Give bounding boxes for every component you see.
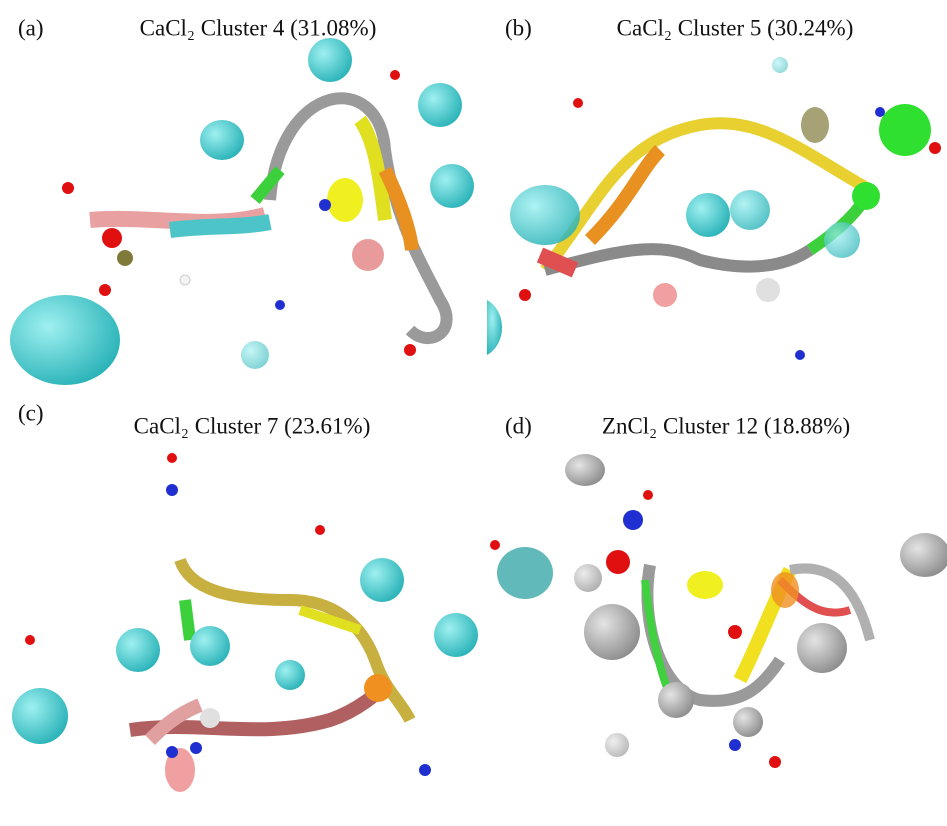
ion [565,454,605,486]
ion [241,341,269,369]
atom [102,228,122,248]
ion [434,613,478,657]
ion [430,164,474,208]
molecule-c [12,453,478,792]
ion [824,222,860,258]
ion [487,300,502,355]
ion [574,564,602,592]
ring [852,182,880,210]
ring [327,178,363,222]
ion [733,707,763,737]
backbone-ribbon [170,222,270,230]
atom [519,289,531,301]
atom [275,300,285,310]
panel-label: (b) [505,15,532,40]
ring [801,107,829,143]
atom [62,182,74,194]
ion [360,558,404,602]
ring [364,674,392,702]
panel-title: CaCl₂ Cluster 5 (30.24%) [617,15,854,40]
atom [490,540,500,550]
panel-label: (a) [18,15,44,40]
panel-title: CaCl₂ Cluster 4 (31.08%) [140,15,377,40]
atom [769,756,781,768]
atom [653,283,677,307]
backbone-ribbon [545,249,810,270]
ion [190,626,230,666]
atom [643,490,653,500]
molecule-b [487,57,941,360]
page: {"panels": [ {"label": "(a)", "title": "… [0,0,947,821]
ion [418,83,462,127]
ion [605,733,629,757]
atom [166,746,178,758]
atom [404,344,416,356]
ring [687,571,723,599]
atom [25,635,35,645]
atom [167,453,177,463]
atom [319,199,331,211]
ring [497,547,553,599]
atom [117,250,133,266]
atom [623,510,643,530]
ion [730,190,770,230]
atom [729,739,741,751]
atom [180,275,190,285]
ion [275,660,305,690]
atom [166,484,178,496]
backbone-ribbon [185,600,190,640]
molecule-d [490,454,947,768]
panel-title: ZnCl₂ Cluster 12 (18.88%) [602,413,850,438]
atom [929,142,941,154]
ion [10,295,120,385]
figure: (a) CaCl₂ Cluster 4 (31.08%) (b) CaCl₂ C… [0,0,947,821]
molecule-a [10,38,474,385]
atom [795,350,805,360]
atom [190,742,202,754]
atom [200,708,220,728]
atom [419,764,431,776]
ring [879,104,931,156]
ion [772,57,788,73]
ion [200,120,244,160]
atom [573,98,583,108]
ion [797,623,847,673]
ion [900,533,947,577]
atom [606,550,630,574]
atom [99,284,111,296]
ion [686,193,730,237]
ion [308,38,352,82]
ion [116,628,160,672]
panel-label: (d) [505,413,532,438]
backbone-ribbon [270,98,447,338]
ring [771,572,799,608]
panel-label: (c) [18,400,44,425]
ion [12,688,68,744]
atom [352,239,384,271]
atom [756,278,780,302]
atom [390,70,400,80]
ion [584,604,640,660]
ion [658,682,694,718]
panel-title: CaCl₂ Cluster 7 (23.61%) [134,413,371,438]
atom [875,107,885,117]
ion [510,185,580,245]
atom [315,525,325,535]
atom [728,625,742,639]
